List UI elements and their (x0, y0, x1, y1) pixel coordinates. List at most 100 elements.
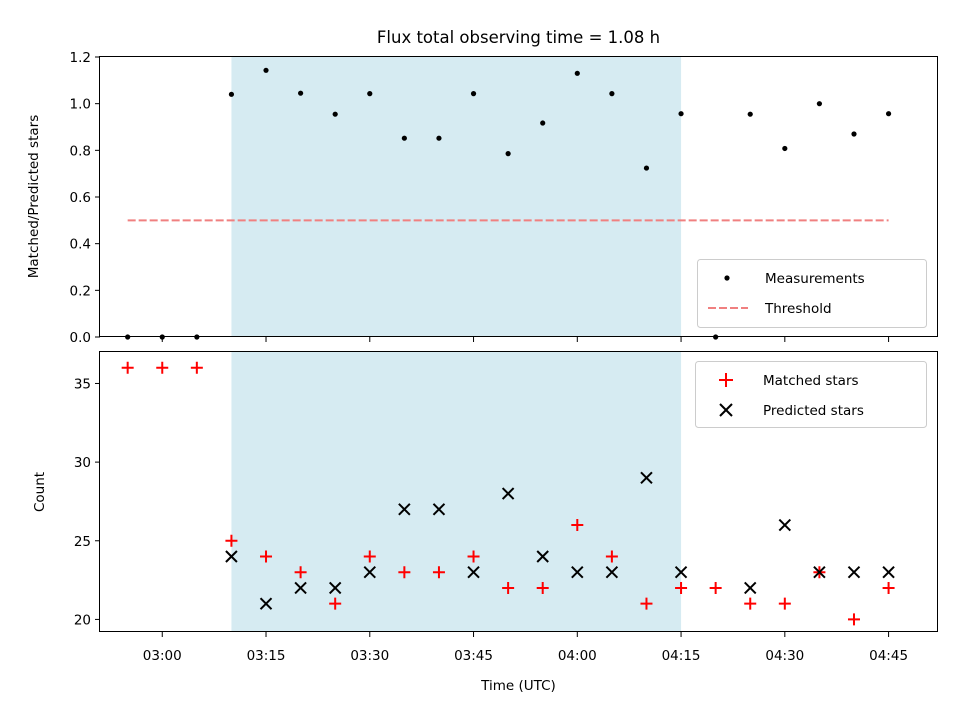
matched-star-marker (778, 597, 791, 610)
bottom-shaded-interval (231, 352, 682, 632)
legend-measurements-label: Measurements (765, 271, 865, 287)
measurement-point (609, 91, 615, 97)
matched-star-marker (571, 519, 584, 532)
predicted-star-marker (571, 566, 584, 579)
matched-star-marker (190, 361, 203, 374)
measurement-point (540, 120, 546, 126)
matched-star-marker (294, 566, 307, 579)
measurement-point (263, 67, 269, 73)
predicted-star-marker (813, 566, 826, 579)
predicted-star-marker (398, 503, 411, 516)
bottom-legend-box (695, 361, 927, 428)
matched-star-marker (467, 550, 480, 563)
top-y-axis-label: Matched/Predicted stars (26, 115, 42, 278)
bottom-y-tick-label: 35 (74, 376, 91, 392)
bottom-y-tick-label: 30 (74, 455, 91, 471)
measurement-point (816, 101, 823, 107)
x-tick-label: 03:30 (350, 648, 389, 664)
matched-star-marker (398, 566, 411, 579)
x-axis-label: Time (UTC) (480, 678, 556, 694)
predicted-star-marker (674, 566, 688, 579)
predicted-star-marker (536, 550, 549, 563)
measurement-point (228, 91, 235, 97)
top-shaded-interval (231, 57, 682, 337)
bottom-legend: Matched stars Predicted stars (695, 361, 927, 428)
matched-star-marker (156, 361, 169, 374)
measurement-point (747, 111, 753, 117)
top-y-tick-label: 0.2 (70, 283, 91, 299)
matched-star-marker (225, 534, 238, 547)
legend-matched-label: Matched stars (763, 373, 859, 389)
x-tick-label: 04:30 (765, 648, 804, 664)
x-tick-label: 04:15 (662, 648, 701, 664)
x-tick-label: 03:15 (247, 648, 286, 664)
bottom-panel: 20 25 30 35 03:00 03:15 03:30 03:45 04:00 04:15 0… (32, 351, 938, 694)
measurement-point (782, 145, 788, 152)
predicted-star-marker (744, 581, 757, 595)
measurement-point (885, 111, 892, 117)
matched-star-marker (744, 597, 757, 610)
matched-star-marker (709, 581, 722, 594)
x-tick-label: 03:00 (143, 648, 182, 664)
top-legend: Measurements Threshold (697, 259, 927, 328)
measurement-point (332, 111, 338, 117)
measurement-point (401, 135, 407, 141)
matched-star-marker (675, 581, 688, 594)
bottom-y-tick-label: 25 (74, 534, 91, 550)
matched-star-marker (502, 581, 515, 594)
x-tick-label: 04:00 (558, 648, 597, 664)
measurement-point (851, 131, 857, 137)
predicted-star-marker (778, 518, 792, 532)
measurement-point (298, 90, 304, 96)
top-legend-box (697, 259, 927, 328)
predicted-star-marker (501, 487, 515, 500)
measurement-point (367, 91, 373, 97)
predicted-star-marker (605, 566, 619, 579)
legend-threshold-label: Threshold (764, 301, 832, 317)
top-y-tick-label: 0.4 (70, 237, 91, 253)
predicted-star-marker (847, 566, 861, 579)
x-tick-label: 04:45 (869, 648, 908, 664)
legend-matched-marker (719, 373, 733, 387)
matched-star-marker (121, 361, 134, 374)
x-tick-label: 03:45 (454, 648, 493, 664)
legend-measurements-marker (724, 275, 730, 281)
matched-star-marker (432, 566, 445, 579)
predicted-star-marker (259, 597, 273, 610)
top-y-tick-label: 1.0 (70, 97, 91, 113)
predicted-star-marker (225, 550, 238, 563)
legend-predicted-marker (719, 403, 733, 417)
predicted-star-marker (432, 503, 446, 516)
matched-star-marker (847, 613, 860, 626)
matched-star-marker (363, 550, 376, 563)
top-y-tick-label: 0.6 (70, 190, 91, 206)
predicted-star-marker (363, 566, 376, 579)
matched-star-marker (640, 597, 653, 610)
bottom-y-tick-label: 20 (74, 612, 91, 628)
chart-title: Flux total observing time = 1.08 h (377, 28, 660, 47)
measurement-point (678, 111, 684, 117)
top-plot-frame (99, 56, 938, 337)
matched-star-marker (605, 550, 618, 563)
top-y-tick-label: 0.0 (70, 330, 91, 346)
legend-predicted-label: Predicted stars (763, 403, 864, 419)
top-panel: Flux total observing time = 1.08 h 0.0 0.… (26, 28, 938, 346)
measurement-point (470, 91, 477, 97)
top-y-tick-label: 0.8 (70, 143, 91, 159)
predicted-star-marker (640, 471, 653, 485)
measurement-point (643, 165, 650, 171)
predicted-star-marker (467, 566, 480, 579)
matched-star-marker (882, 581, 895, 594)
matched-star-marker (260, 550, 273, 563)
matched-star-marker (536, 581, 549, 594)
bottom-y-axis-label: Count (32, 472, 48, 512)
predicted-star-marker (294, 581, 307, 595)
matched-star-marker (329, 597, 342, 610)
bottom-plot-frame (99, 351, 938, 632)
top-y-tick-label: 1.2 (70, 50, 91, 66)
predicted-star-marker (328, 581, 342, 595)
measurement-point (505, 151, 511, 157)
measurement-point (436, 135, 442, 141)
predicted-star-marker (882, 566, 895, 579)
